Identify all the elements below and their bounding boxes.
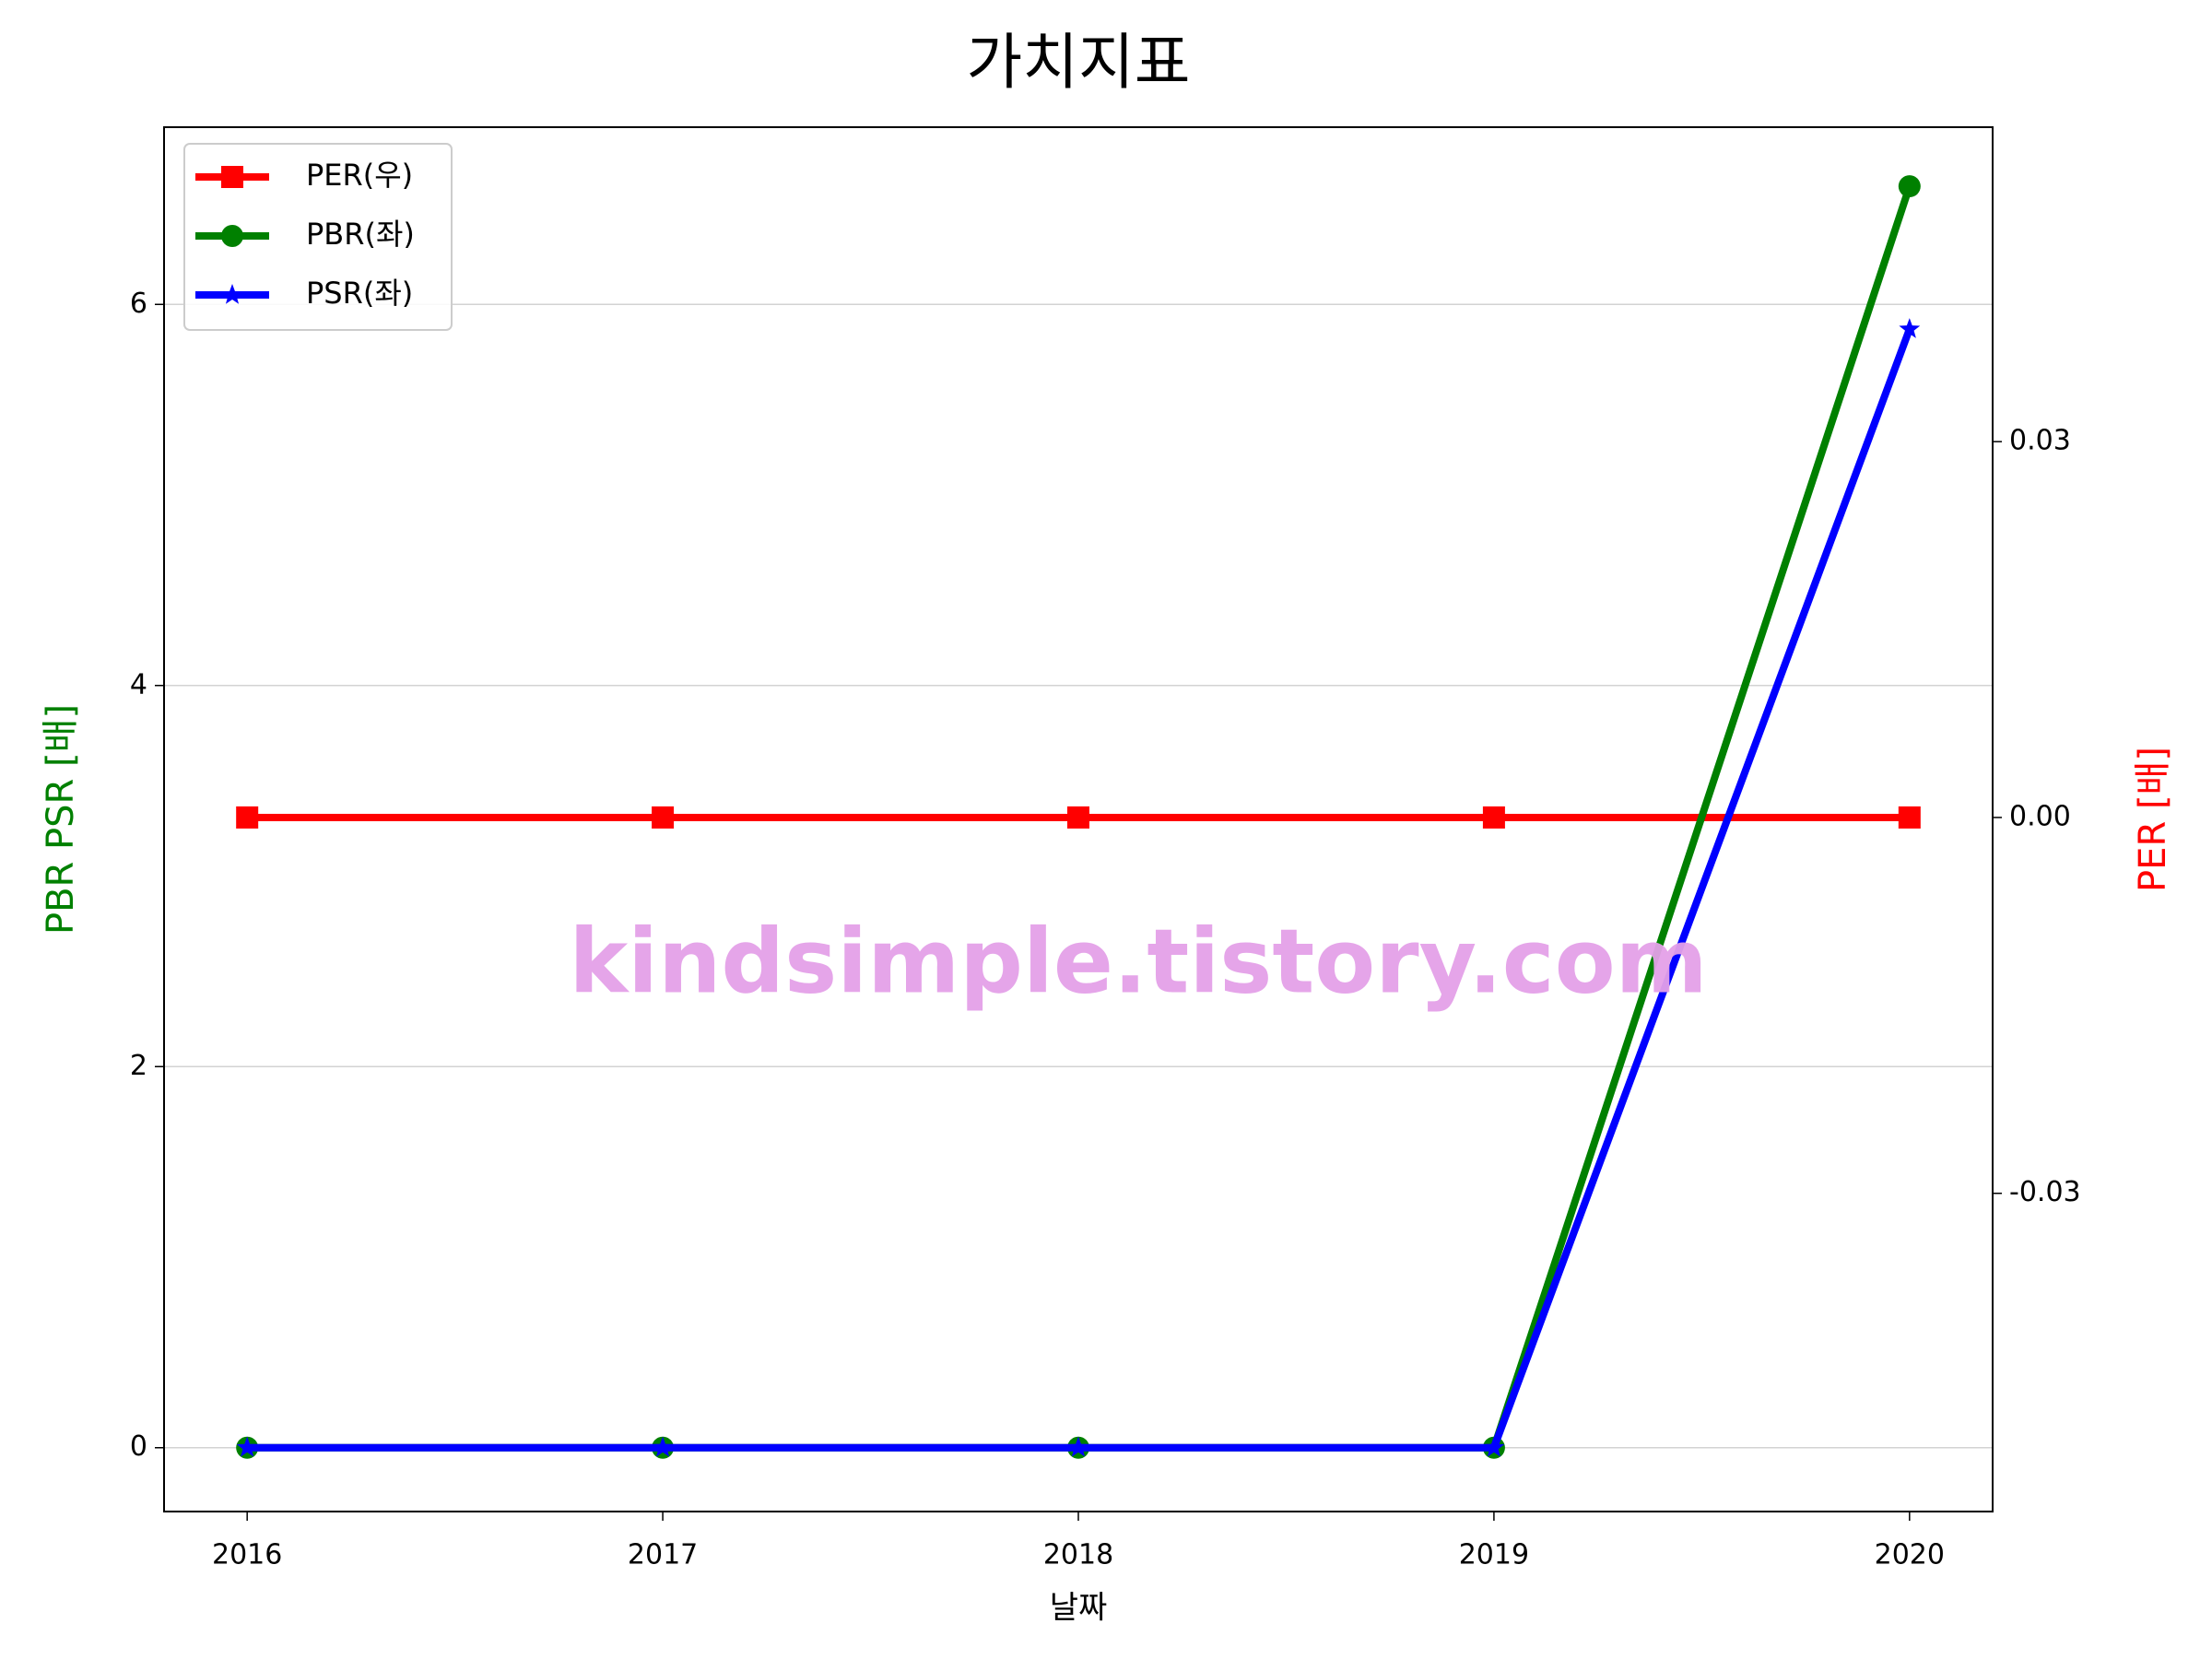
y-tick-label: 4	[130, 668, 147, 700]
x-tick-label: 2020	[1875, 1539, 1945, 1571]
y2-tick-label: 0.03	[2009, 425, 2071, 457]
data-point	[1483, 1436, 1505, 1457]
x-tick-label: 2018	[1043, 1539, 1113, 1571]
chart-title: 가치지표	[967, 27, 1191, 98]
x-tick-label: 2019	[1459, 1539, 1529, 1571]
data-point	[1482, 806, 1505, 829]
y-tick-label: 6	[130, 288, 147, 320]
x-axis-label: 날짜	[1050, 1590, 1108, 1627]
y2-axis-label: PER [배]	[2132, 747, 2174, 892]
data-point	[1899, 318, 1921, 338]
legend-label: PER(우)	[306, 158, 413, 193]
legend-label: PSR(좌)	[306, 276, 413, 311]
legend-box	[183, 143, 453, 331]
data-point	[1067, 806, 1089, 829]
x-tick-label: 2017	[628, 1539, 698, 1571]
data-point	[1898, 806, 1921, 829]
legend-marker	[221, 284, 243, 304]
x-tick-label: 2016	[212, 1539, 282, 1571]
data-point	[652, 806, 675, 829]
legend-label: PBR(좌)	[306, 217, 415, 252]
y-tick-label: 0	[130, 1430, 147, 1463]
data-point	[236, 806, 259, 829]
data-point	[652, 1436, 674, 1457]
y2-tick-label: 0.00	[2009, 800, 2071, 832]
data-point	[1898, 175, 1921, 198]
plot-frame	[163, 126, 1994, 1512]
legend: PER(우) PBR(좌) PSR(좌)	[183, 143, 453, 331]
legend-marker	[221, 225, 243, 247]
legend-marker	[221, 166, 243, 188]
y-axis-label: PBR PSR [배]	[40, 704, 82, 935]
watermark: kindsimple.tistory.com	[569, 910, 1707, 1013]
y2-tick-label: -0.03	[2009, 1176, 2081, 1208]
series-line	[247, 327, 1913, 1452]
y-tick-label: 2	[130, 1050, 147, 1082]
data-point	[236, 1436, 258, 1457]
data-point	[1067, 1436, 1089, 1457]
